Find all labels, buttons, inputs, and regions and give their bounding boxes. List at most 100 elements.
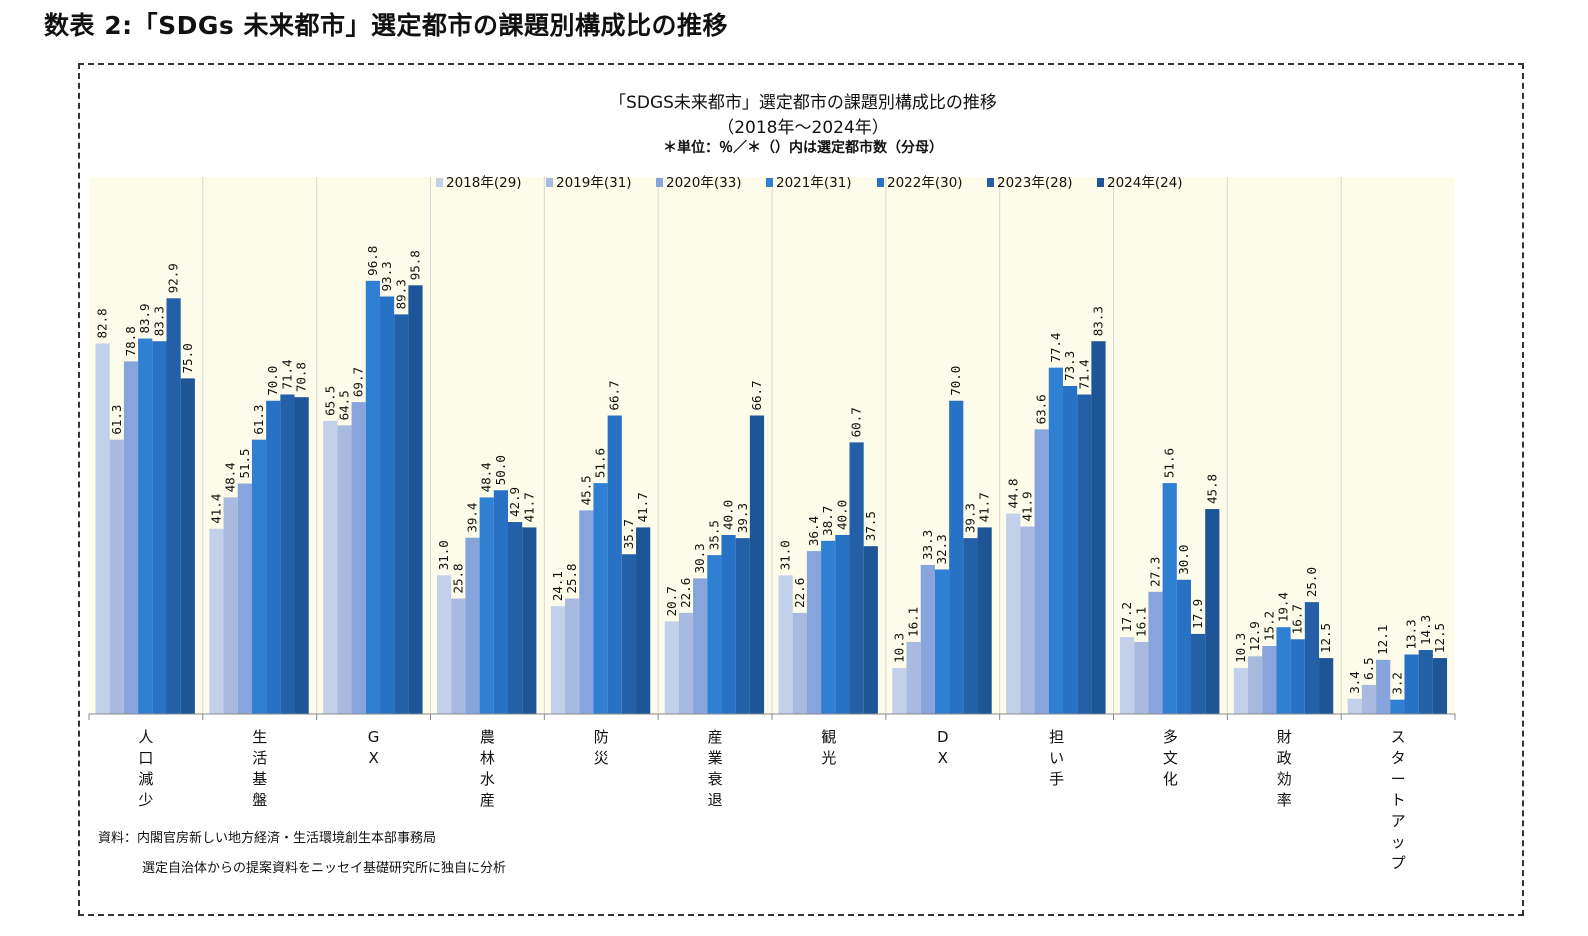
bar-2020年33-防災 [579, 510, 594, 714]
bar-2020年33-担い手 [1034, 429, 1049, 714]
legend-swatch-2023年28 [987, 178, 994, 187]
bar-2018年29-担い手 [1006, 513, 1021, 714]
data-label: 37.5 [863, 511, 878, 541]
bar-2020年33-多文化 [1148, 591, 1163, 714]
data-label: 6.5 [1361, 657, 1376, 680]
category-label-観光: 観光 [821, 728, 836, 767]
bar-2022年30-防災 [607, 415, 622, 714]
bar-2023年28-財政効率 [1304, 602, 1320, 714]
bar-2019年31-DX [906, 641, 921, 714]
data-label: 10.3 [891, 633, 906, 663]
bar-2023年28-担い手 [1077, 394, 1092, 714]
bar-2020年33-農林水産 [465, 537, 480, 714]
category-label-人口減少: 人口減少 [138, 728, 153, 809]
legend-item-2020年33: 2020年(33) [666, 175, 742, 191]
bar-2021年31-DX [934, 569, 950, 714]
bar-2021年31-観光 [821, 540, 836, 714]
bar-2022年30-産業衰退 [721, 535, 736, 714]
legend-item-2022年30: 2022年(30) [887, 175, 963, 191]
bar-2018年29-スタートアップ [1347, 698, 1362, 714]
bar-2023年28-産業衰退 [735, 538, 750, 714]
bar-2018年29-多文化 [1120, 637, 1135, 714]
bar-2023年28-生活基盤 [280, 394, 295, 714]
data-label: 16.7 [1290, 604, 1305, 634]
data-label: 38.7 [820, 506, 835, 536]
bar-2021年31-スタートアップ [1390, 699, 1405, 714]
bar-2019年31-防災 [565, 598, 580, 714]
legend-swatch-2022年30 [877, 178, 884, 187]
legend-item-2018年29: 2018年(29) [446, 175, 522, 191]
data-label: 40.0 [721, 500, 736, 530]
data-label: 24.1 [550, 571, 565, 601]
data-label: 78.8 [123, 326, 138, 356]
data-label: 83.9 [137, 303, 152, 333]
data-label: 93.3 [379, 261, 394, 291]
data-label: 22.6 [678, 578, 693, 608]
bar-2024年24-DX [977, 527, 992, 714]
data-label: 36.4 [806, 516, 821, 546]
bar-2024年24-多文化 [1205, 509, 1220, 714]
data-label: 48.4 [479, 462, 494, 492]
source-line-2: 選定自治体からの提案資料をニッセイ基礎研究所に独自に分析 [142, 861, 507, 876]
bar-2023年28-農林水産 [508, 522, 523, 714]
bar-2018年29-防災 [550, 606, 566, 714]
bar-2018年29-観光 [778, 575, 793, 714]
legend-swatch-2019年31 [546, 178, 553, 187]
data-label: 35.5 [706, 520, 721, 550]
data-label: 27.3 [1148, 557, 1163, 587]
bar-2020年33-GX [351, 402, 366, 714]
chart-title: 「SDGS未来都市」選定都市の課題別構成比の推移 [609, 93, 997, 113]
bar-2022年30-生活基盤 [266, 400, 281, 714]
data-label: 25.0 [1304, 567, 1319, 597]
bar-2021年31-多文化 [1162, 483, 1177, 714]
data-label: 63.6 [1034, 394, 1049, 424]
chart-frame: 「SDGS未来都市」選定都市の課題別構成比の推移 （2018年～2024年） ＊… [78, 63, 1524, 916]
data-label: 61.3 [109, 405, 124, 435]
bar-2019年31-担い手 [1020, 526, 1035, 714]
bar-2024年24-産業衰退 [749, 415, 765, 714]
data-label: 32.3 [934, 534, 949, 564]
data-label: 83.3 [1090, 306, 1105, 336]
data-label: 12.9 [1247, 621, 1262, 651]
bar-chart: 82.8 41.4 65.5 31.0 24.1 20.7 31.0 10.3 44.8 17.2… [88, 175, 1456, 872]
category-label-多文化: 多文化 [1163, 728, 1178, 788]
bar-2020年33-産業衰退 [693, 578, 708, 714]
data-label: 42.9 [507, 487, 522, 517]
data-label: 51.5 [237, 448, 252, 478]
data-label: 92.9 [166, 263, 181, 293]
data-label: 50.0 [493, 455, 508, 485]
data-label: 69.7 [351, 367, 366, 397]
bar-2022年30-多文化 [1176, 579, 1191, 714]
legend-swatch-2018年29 [436, 178, 443, 187]
legend-item-2024年24: 2024年(24) [1107, 175, 1183, 191]
bar-2021年31-人口減少 [138, 338, 153, 714]
data-label: 30.0 [1176, 545, 1191, 575]
category-label-スタートアップ: スタートアップ [1391, 728, 1406, 872]
data-label: 30.3 [692, 543, 707, 573]
data-label: 12.1 [1375, 625, 1390, 655]
bar-2019年31-財政効率 [1248, 656, 1263, 714]
data-label: 35.7 [621, 519, 636, 549]
bar-2018年29-人口減少 [95, 343, 110, 714]
bar-2022年30-財政効率 [1290, 639, 1305, 714]
legend-item-2023年28: 2023年(28) [997, 175, 1073, 191]
data-label: 12.5 [1432, 623, 1447, 653]
bar-2023年28-多文化 [1191, 633, 1206, 714]
bar-2024年24-スタートアップ [1432, 658, 1448, 714]
category-label-農林水産: 農林水産 [480, 728, 495, 809]
bar-2022年30-GX [379, 296, 395, 714]
bar-2023年28-GX [394, 314, 409, 714]
category-label-担い手: 担い手 [1049, 728, 1064, 788]
figure-heading: 数表 2:「SDGs 未来都市」選定都市の課題別構成比の推移 [44, 11, 728, 40]
bar-2022年30-農林水産 [493, 490, 508, 714]
bar-2018年29-GX [323, 420, 338, 714]
bar-2019年31-産業衰退 [678, 612, 694, 714]
bar-2022年30-担い手 [1062, 385, 1078, 714]
data-label: 66.7 [607, 380, 622, 410]
bar-2024年24-担い手 [1091, 341, 1106, 714]
bar-2022年30-スタートアップ [1404, 654, 1419, 714]
data-label: 61.3 [251, 405, 266, 435]
bar-2019年31-生活基盤 [223, 497, 238, 714]
bar-2024年24-農林水産 [522, 527, 537, 714]
chart-unit-note: ＊単位：％／＊（）内は選定都市数（分母） [663, 140, 943, 156]
